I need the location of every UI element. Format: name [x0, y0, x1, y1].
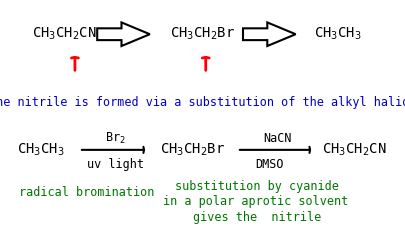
- Polygon shape: [243, 22, 296, 46]
- Text: DMSO: DMSO: [255, 157, 284, 171]
- Text: CH$_3$CH$_2$Br: CH$_3$CH$_2$Br: [170, 26, 235, 42]
- Text: NaCN: NaCN: [263, 131, 292, 145]
- Polygon shape: [97, 22, 150, 46]
- Text: CH$_3$CH$_2$CN: CH$_3$CH$_2$CN: [322, 142, 387, 158]
- Text: The nitrile is formed via a substitution of the alkyl halide: The nitrile is formed via a substitution…: [0, 96, 405, 109]
- Text: CH$_3$CH$_2$CN: CH$_3$CH$_2$CN: [32, 26, 97, 42]
- Text: CH$_3$CH$_2$Br: CH$_3$CH$_2$Br: [160, 142, 225, 158]
- Text: in a polar aprotic solvent: in a polar aprotic solvent: [162, 195, 348, 208]
- Text: radical bromination: radical bromination: [19, 186, 155, 199]
- Text: gives the  nitrile: gives the nitrile: [193, 211, 321, 224]
- Text: Br$_2$: Br$_2$: [105, 131, 126, 146]
- Text: CH$_3$CH$_3$: CH$_3$CH$_3$: [314, 26, 362, 42]
- Text: CH$_3$CH$_3$: CH$_3$CH$_3$: [17, 142, 64, 158]
- Text: substitution by cyanide: substitution by cyanide: [175, 180, 339, 193]
- Text: uv light: uv light: [87, 157, 144, 171]
